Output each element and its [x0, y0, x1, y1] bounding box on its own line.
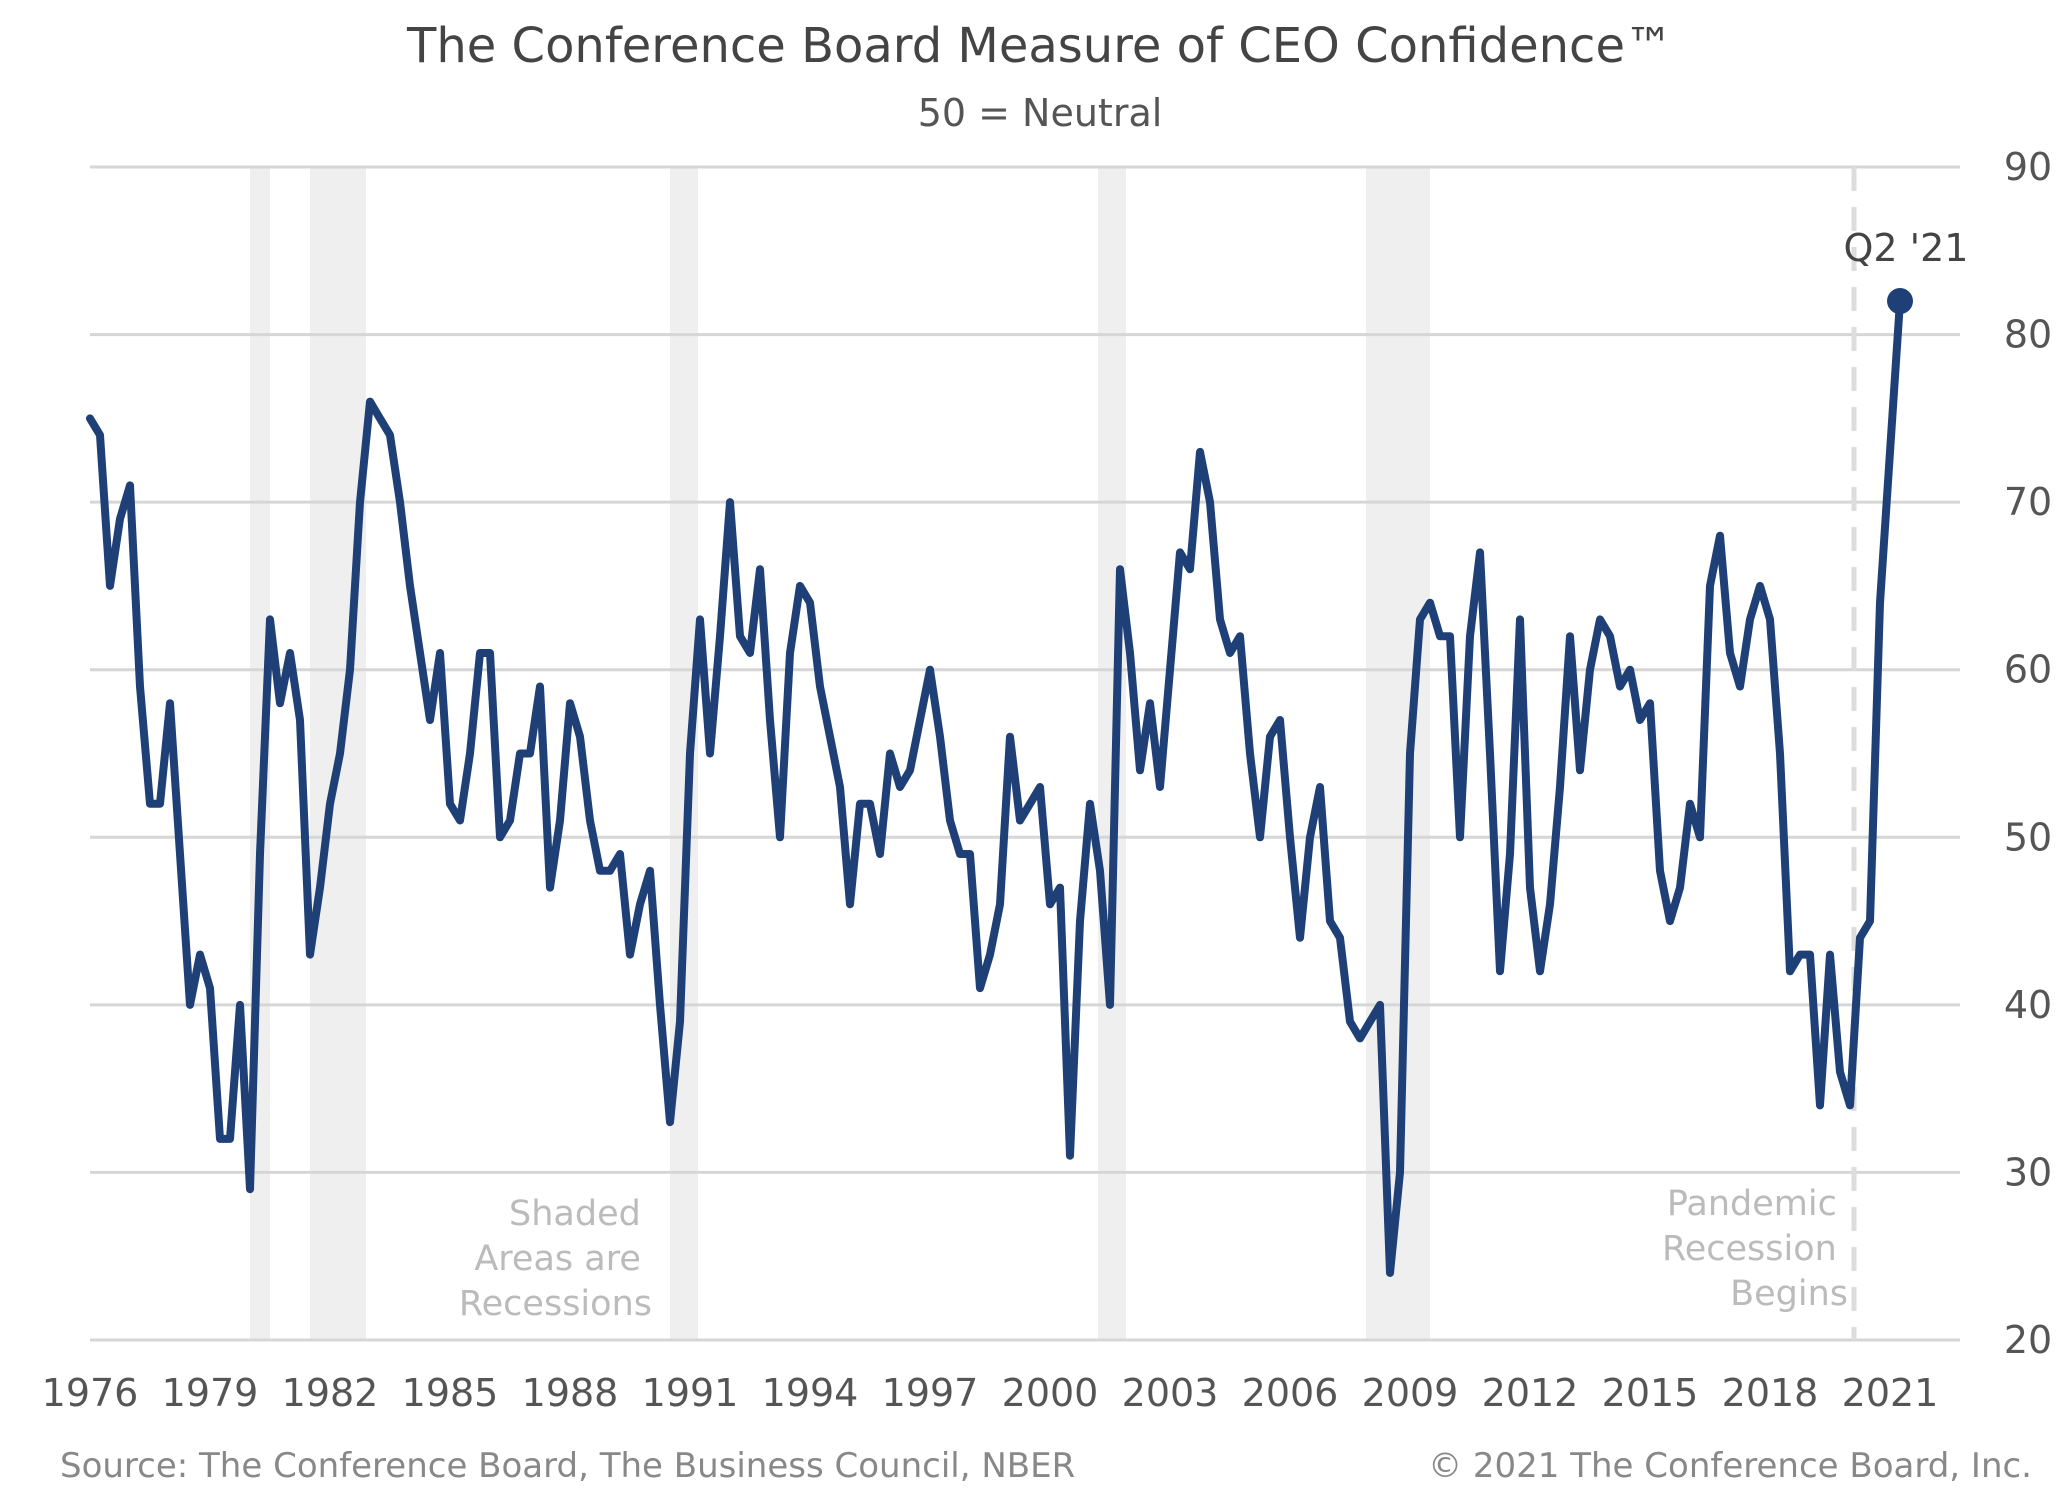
- x-tick-label-2006: 2006: [1242, 1371, 1339, 1415]
- copyright-footer: © 2021 The Conference Board, Inc.: [1428, 1446, 2032, 1486]
- x-tick-label-1979: 1979: [162, 1371, 259, 1415]
- pandemic-note-line-1: Pandemic: [1667, 1184, 1837, 1224]
- y-tick-label-20: 20: [2004, 1318, 2052, 1362]
- x-tick-label-2018: 2018: [1722, 1371, 1819, 1415]
- x-tick-label-2009: 2009: [1362, 1371, 1459, 1415]
- y-tick-label-90: 90: [2004, 145, 2052, 189]
- series-line-ceo-confidence: [86, 297, 1904, 1277]
- shaded-note-line-3: Recessions: [459, 1284, 652, 1324]
- x-tick-label-2021: 2021: [1842, 1371, 1939, 1415]
- shaded-areas-note: Shaded Areas are Recessions: [459, 1194, 652, 1324]
- x-tick-label-1997: 1997: [882, 1371, 979, 1415]
- chart-title: The Conference Board Measure of CEO Conf…: [406, 18, 1673, 74]
- pandemic-note-line-3: Begins: [1730, 1274, 1848, 1314]
- x-tick-label-1994: 1994: [762, 1371, 859, 1415]
- x-axis-tick-labels: 1976 1979 1982 1985 1988 1991 1994 1997 2000 2003…: [42, 1371, 1939, 1415]
- x-tick-label-1985: 1985: [402, 1371, 499, 1415]
- chart-subtitle: 50 = Neutral: [918, 91, 1163, 135]
- x-tick-label-1988: 1988: [522, 1371, 619, 1415]
- shaded-note-line-2: Areas are: [474, 1239, 641, 1279]
- x-tick-label-2015: 2015: [1602, 1371, 1699, 1415]
- pandemic-note: Pandemic Recession Begins: [1662, 1184, 1848, 1314]
- pandemic-note-line-2: Recession: [1662, 1229, 1837, 1269]
- y-tick-label-60: 60: [2004, 648, 2052, 692]
- y-tick-label-70: 70: [2004, 480, 2052, 524]
- shaded-note-line-1: Shaded: [509, 1194, 641, 1234]
- y-tick-label-30: 30: [2004, 1150, 2052, 1194]
- y-tick-label-50: 50: [2004, 815, 2052, 859]
- x-tick-label-2012: 2012: [1482, 1371, 1579, 1415]
- y-tick-label-80: 80: [2004, 313, 2052, 357]
- y-axis-tick-labels: 20 30 40 50 60 70 80 90: [2004, 145, 2052, 1362]
- y-tick-label-40: 40: [2004, 983, 2052, 1027]
- x-tick-label-1982: 1982: [282, 1371, 379, 1415]
- x-tick-label-1976: 1976: [42, 1371, 139, 1415]
- x-tick-label-2000: 2000: [1002, 1371, 1099, 1415]
- gridlines: [90, 165, 1960, 1342]
- x-tick-label-1991: 1991: [642, 1371, 739, 1415]
- x-tick-label-2003: 2003: [1122, 1371, 1219, 1415]
- latest-data-point: [1887, 288, 1913, 315]
- source-footer: Source: The Conference Board, The Busine…: [60, 1446, 1075, 1486]
- latest-point-label: Q2 '21: [1844, 226, 1969, 270]
